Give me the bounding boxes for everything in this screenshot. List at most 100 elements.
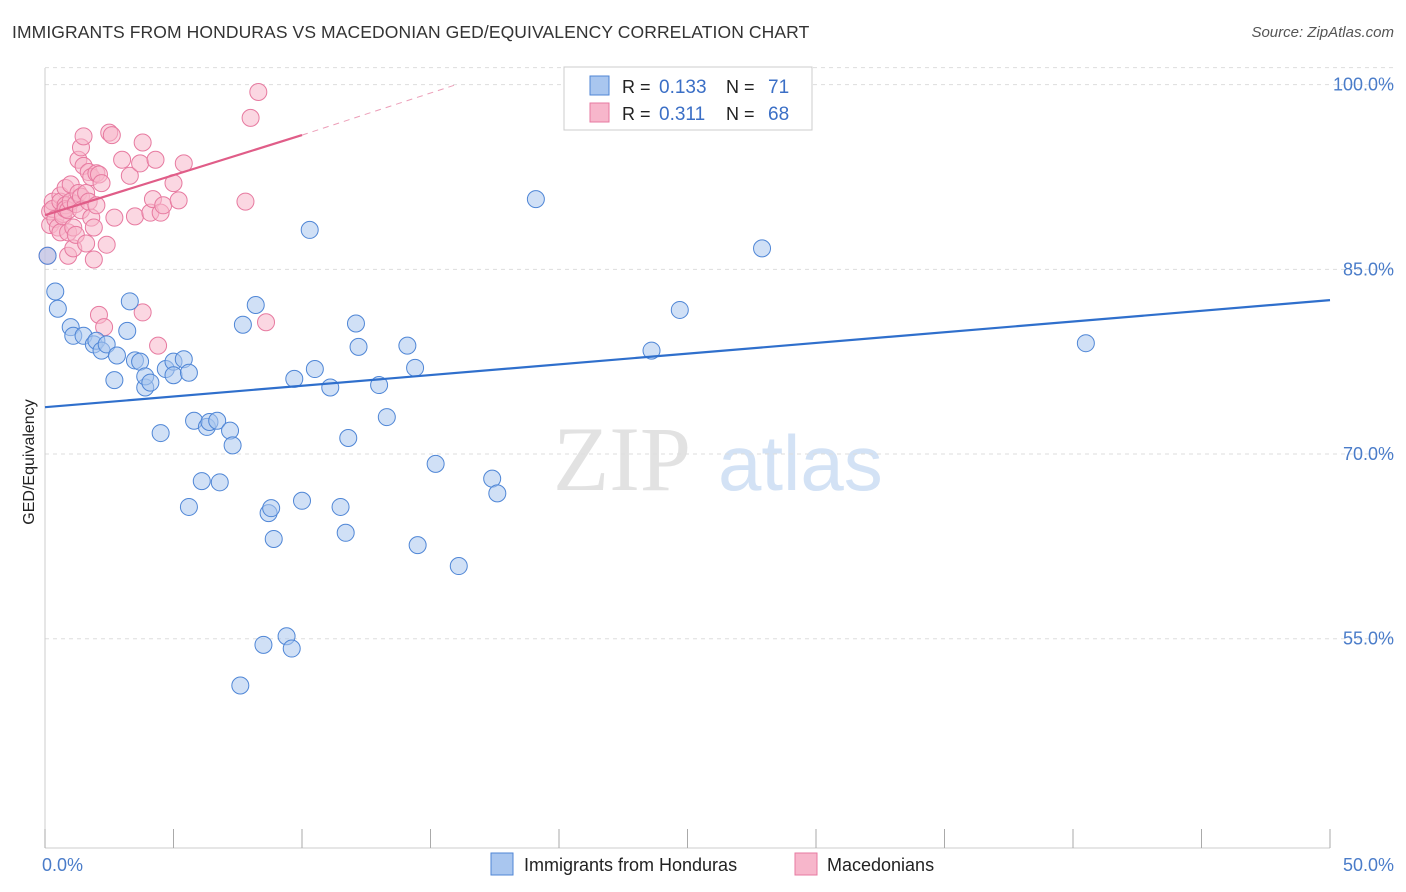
honduras-point [282, 639, 301, 658]
correlation-legend: R = 0.133 N = 71 R = 0.311 N = 68 [563, 66, 813, 131]
chart-title: IMMIGRANTS FROM HONDURAS VS MACEDONIAN G… [12, 22, 810, 42]
honduras-point [105, 371, 124, 390]
macedonian-point [120, 166, 139, 185]
macedonian-point [249, 83, 268, 102]
honduras-point [426, 454, 445, 473]
legend-r-label-blue: R = [622, 77, 651, 97]
honduras-point [331, 497, 350, 516]
y-tick-label: 100.0% [1333, 75, 1394, 95]
macedonian-point [105, 208, 124, 227]
honduras-point [120, 292, 139, 311]
legend-item-honduras-label: Immigrants from Honduras [524, 855, 737, 875]
trend-lines [44, 84, 1331, 409]
honduras-point [221, 421, 240, 440]
honduras-point [164, 366, 183, 385]
macedonian-point [169, 191, 188, 210]
macedonian-point [84, 250, 103, 269]
honduras-point [408, 536, 427, 555]
honduras-point [1076, 334, 1095, 353]
macedonian-trend-extension [301, 84, 457, 136]
honduras-point [349, 337, 368, 356]
legend-swatch-pink [589, 102, 610, 123]
legend-r-label-pink: R = [622, 104, 651, 124]
macedonian-point [131, 154, 150, 173]
honduras-point [262, 499, 281, 518]
legend-n-value-pink: 68 [768, 104, 789, 125]
honduras-point [118, 321, 137, 340]
honduras-point [346, 314, 365, 333]
honduras-point [151, 424, 170, 443]
honduras-point [246, 296, 265, 315]
macedonian-point [77, 234, 96, 253]
macedonian-point [236, 192, 255, 211]
honduras-point [753, 239, 772, 258]
macedonian-point [257, 313, 276, 332]
honduras-point [208, 411, 227, 430]
honduras-point [179, 363, 198, 382]
macedonian-point [149, 336, 168, 355]
honduras-point [300, 220, 319, 239]
honduras-point [46, 282, 65, 301]
watermark-zip: ZIP [553, 408, 691, 510]
series-legend: Immigrants from Honduras Macedonians [490, 852, 934, 876]
macedonian-point [125, 207, 144, 226]
honduras-point [231, 676, 250, 695]
legend-n-label-blue: N = [726, 77, 755, 97]
macedonian-point [133, 303, 152, 322]
y-tick-label: 55.0% [1343, 629, 1394, 649]
legend-r-value-blue: 0.133 [659, 77, 707, 98]
legend-n-value-blue: 71 [768, 77, 789, 98]
honduras-point [293, 491, 311, 510]
honduras-point [670, 300, 689, 319]
y-tick-labels: 55.0% 70.0% 85.0% 100.0% [1333, 75, 1394, 649]
honduras-trend-line [44, 298, 1331, 409]
honduras-point [264, 529, 283, 548]
honduras-point [642, 341, 661, 360]
y-tick-label: 85.0% [1343, 259, 1394, 279]
y-tick-label: 70.0% [1343, 444, 1394, 464]
honduras-point [38, 246, 57, 265]
legend-item-honduras-swatch [490, 852, 514, 876]
honduras-point [406, 358, 425, 377]
honduras-point [526, 190, 545, 209]
macedonian-point [102, 126, 121, 145]
honduras-point [223, 436, 242, 455]
macedonian-point [74, 127, 93, 146]
grid-lines [45, 67, 1395, 640]
macedonian-trend-line [44, 134, 303, 217]
macedonian-point [95, 318, 114, 337]
honduras-point [488, 484, 507, 503]
honduras-point [254, 635, 273, 654]
honduras-point [321, 378, 340, 397]
honduras-point [179, 497, 198, 516]
macedonian-point [84, 218, 103, 237]
macedonian-point [92, 174, 111, 193]
legend-swatch-blue [589, 75, 610, 96]
honduras-point [48, 299, 67, 318]
x-tick-label-max: 50.0% [1343, 855, 1394, 875]
legend-n-label-pink: N = [726, 104, 755, 124]
honduras-point [107, 346, 126, 365]
macedonian-point [146, 150, 165, 169]
legend-item-macedonians-label: Macedonians [827, 855, 934, 875]
honduras-point [210, 473, 229, 492]
series-macedonians [38, 83, 276, 355]
macedonian-point [241, 108, 260, 127]
legend-r-value-pink: 0.311 [659, 104, 705, 125]
honduras-point [192, 472, 211, 491]
watermark-atlas: atlas [718, 419, 883, 507]
source-label: Source: ZipAtlas.com [1251, 24, 1394, 41]
macedonian-point [97, 235, 116, 254]
honduras-point [141, 373, 160, 392]
honduras-point [339, 428, 358, 447]
x-tick-label-min: 0.0% [42, 855, 83, 875]
honduras-point [377, 408, 396, 427]
honduras-point [336, 523, 355, 542]
honduras-point [97, 335, 116, 354]
macedonian-point [133, 133, 152, 152]
legend-item-macedonians-swatch [794, 852, 818, 876]
honduras-point [233, 315, 252, 334]
macedonian-point [113, 150, 132, 169]
honduras-point [449, 557, 468, 576]
